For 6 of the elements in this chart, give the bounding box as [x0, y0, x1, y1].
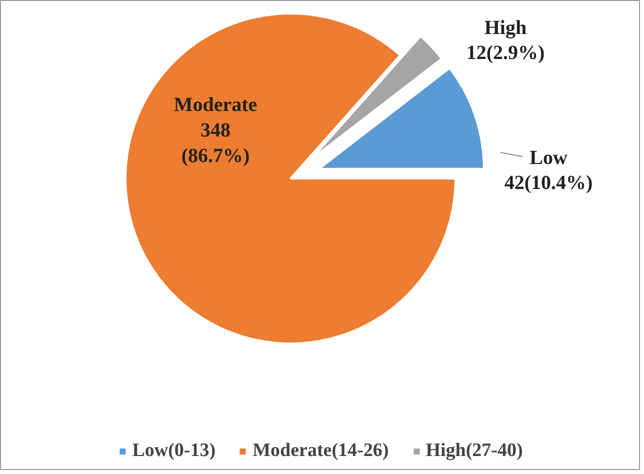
legend-label: High(27-40)	[426, 440, 523, 462]
data-label: Low 42(10.4%)	[504, 146, 593, 194]
legend-label: Low(0-13)	[132, 440, 216, 462]
data-label: High 12(2.9%)	[466, 16, 545, 64]
legend-label: Moderate(14-26)	[252, 440, 389, 462]
data-label: Moderate 348 (86.7%)	[174, 94, 258, 167]
